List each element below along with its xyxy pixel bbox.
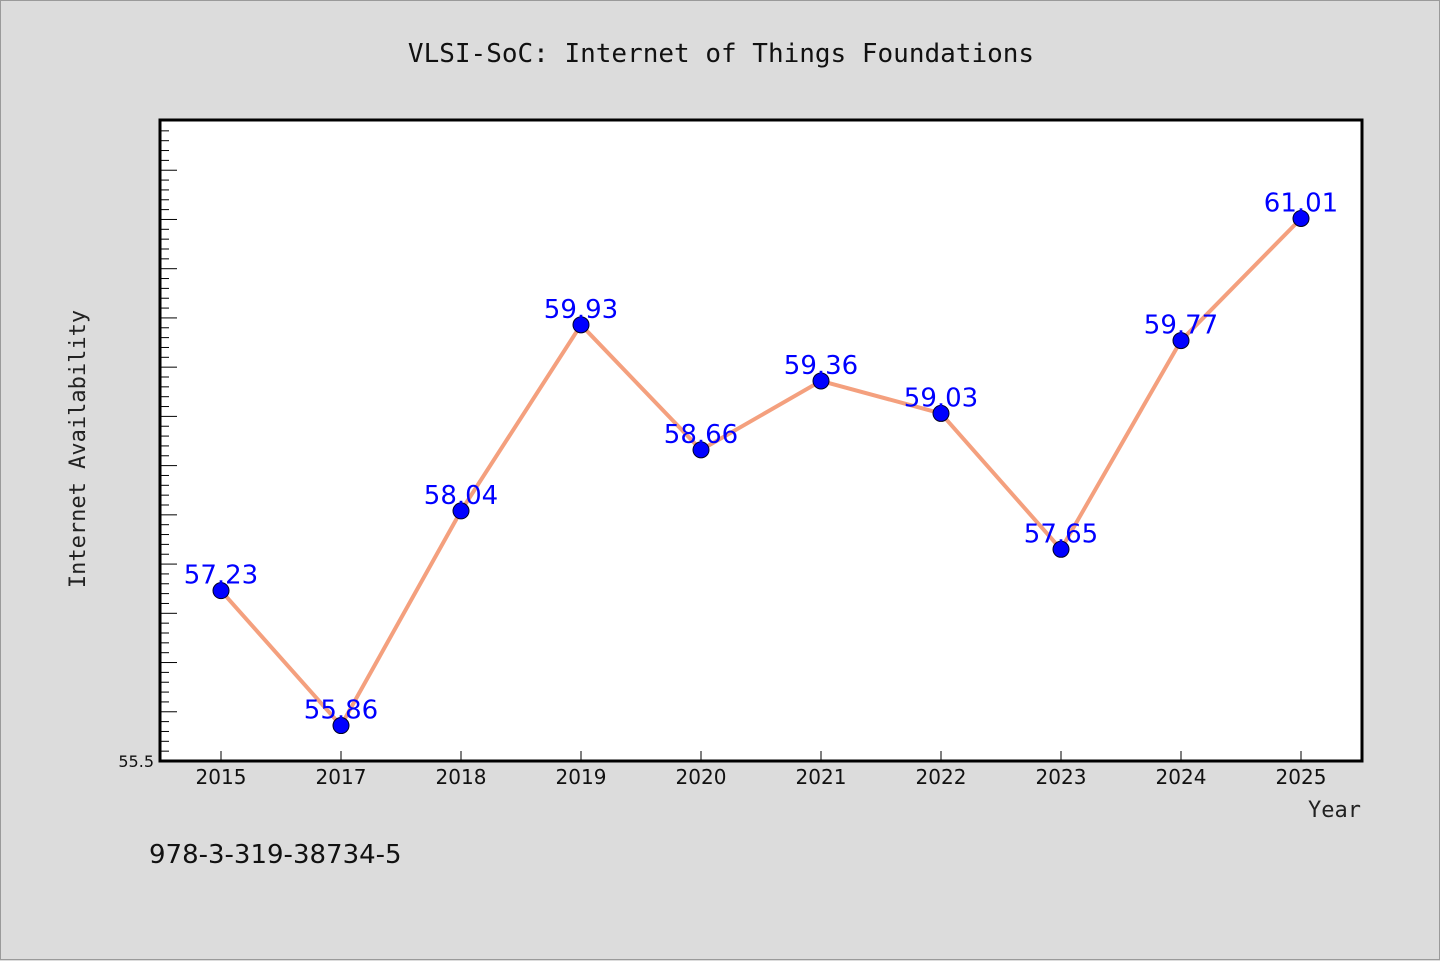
x-tick-label: 2025 bbox=[1276, 765, 1327, 789]
data-label: 61.01 bbox=[1264, 188, 1338, 218]
data-point bbox=[572, 316, 590, 334]
series-line-segment bbox=[219, 588, 343, 728]
data-label: 59.36 bbox=[784, 351, 858, 381]
y-tick-label: 55.5 bbox=[118, 752, 154, 771]
data-point bbox=[932, 404, 950, 422]
data-label: 59.03 bbox=[904, 383, 978, 413]
data-point bbox=[212, 582, 230, 600]
data-label: 57.65 bbox=[1024, 519, 1098, 549]
data-point bbox=[332, 717, 350, 735]
x-tick-label: 2019 bbox=[556, 765, 607, 789]
series-line-segment bbox=[1059, 338, 1183, 552]
y-axis-label: Internet Availability bbox=[66, 310, 91, 588]
data-label: 57.23 bbox=[184, 561, 258, 591]
series-line-segment bbox=[339, 508, 463, 728]
isbn-label: 978-3-319-38734-5 bbox=[149, 840, 402, 870]
plot-area bbox=[158, 118, 1364, 763]
series-line-segment bbox=[459, 322, 583, 513]
data-point bbox=[1292, 209, 1310, 227]
chart-title: VLSI-SoC: Internet of Things Foundations bbox=[408, 39, 1034, 69]
data-label: 58.04 bbox=[424, 481, 498, 511]
x-axis-label: Year bbox=[1308, 798, 1361, 823]
data-point bbox=[812, 372, 830, 390]
series-line-segment bbox=[1179, 216, 1303, 343]
y-axis-ticks bbox=[161, 120, 177, 762]
series-markers bbox=[212, 209, 1310, 735]
x-axis-ticks: 2015 2017 2018 2019 2020 2021 2022 2023 2024 2025 bbox=[196, 751, 1327, 789]
data-label: 58.66 bbox=[664, 420, 738, 450]
x-tick-label: 2021 bbox=[796, 765, 847, 789]
data-point bbox=[1172, 332, 1190, 350]
x-tick-label: 2017 bbox=[316, 765, 367, 789]
x-tick-label: 2022 bbox=[916, 765, 967, 789]
x-tick-label: 2018 bbox=[436, 765, 487, 789]
data-point bbox=[1052, 540, 1070, 558]
series-line-segment bbox=[699, 378, 823, 452]
series-line-group bbox=[219, 216, 1303, 728]
x-tick-label: 2023 bbox=[1036, 765, 1087, 789]
data-label: 59.93 bbox=[544, 295, 618, 325]
data-point bbox=[692, 441, 710, 459]
data-point bbox=[452, 502, 470, 520]
x-tick-label: 2020 bbox=[676, 765, 727, 789]
data-label: 59.77 bbox=[1144, 311, 1218, 341]
data-labels: 57.23 55.86 58.04 59.93 58.66 59.36 59.03 57.65… bbox=[184, 188, 1338, 725]
series-line-segment bbox=[819, 378, 943, 416]
data-label: 55.86 bbox=[304, 696, 378, 726]
series-line-segment bbox=[579, 322, 703, 452]
series-line-segment bbox=[939, 411, 1063, 552]
x-tick-label: 2015 bbox=[196, 765, 247, 789]
x-tick-label: 2024 bbox=[1156, 765, 1207, 789]
